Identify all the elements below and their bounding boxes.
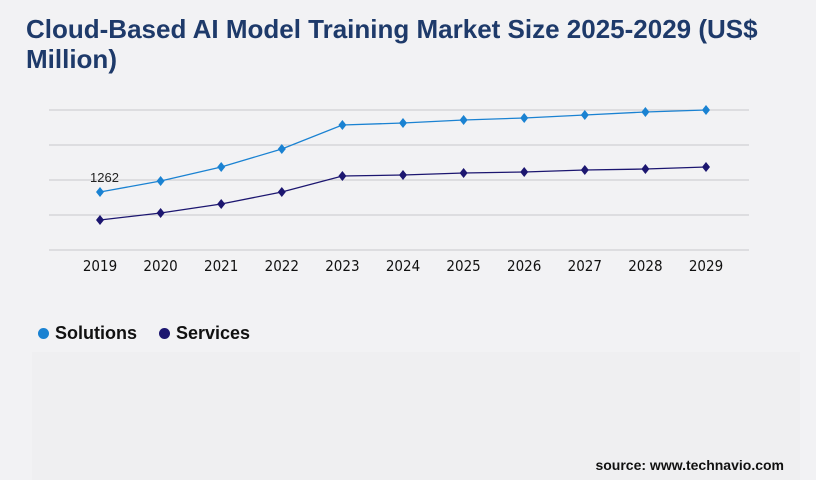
data-point-solutions — [338, 119, 347, 130]
x-tick-label: 2022 — [265, 257, 299, 275]
legend-label: Solutions — [55, 323, 137, 343]
legend-label: Services — [176, 323, 251, 343]
legend-marker-services — [159, 328, 170, 339]
legend-item-services: Services — [159, 323, 250, 344]
data-point-services — [217, 198, 226, 209]
x-tick-label: 2023 — [325, 257, 359, 275]
data-point-services — [702, 161, 710, 172]
x-tick-label: 2020 — [143, 257, 177, 275]
data-point-services — [156, 208, 165, 219]
data-point-solutions — [217, 161, 226, 172]
x-tick-label: 2029 — [689, 257, 723, 275]
data-point-solutions — [399, 118, 407, 129]
chart-title: Cloud-Based AI Model Training Market Siz… — [26, 14, 758, 74]
data-point-services — [399, 169, 407, 180]
data-point-services — [641, 164, 650, 175]
data-point-services — [338, 171, 347, 182]
legend-item-solutions: Solutions — [38, 323, 137, 344]
data-point-solutions — [641, 106, 650, 117]
legend-marker-solutions — [38, 328, 49, 339]
data-point-solutions — [580, 109, 589, 120]
line-chart: 2019 2020 2021 2022 2023 2024 2025 2026 2027 2028… — [49, 105, 749, 275]
data-point-services — [520, 167, 529, 178]
data-point-solutions — [702, 105, 710, 115]
data-point-solutions — [520, 112, 529, 123]
x-tick-label: 2021 — [204, 257, 238, 275]
data-point-services — [277, 186, 286, 197]
data-point-services — [580, 164, 589, 175]
data-point-solutions — [156, 176, 165, 187]
data-point-services — [96, 214, 104, 225]
data-point-services — [459, 167, 468, 178]
data-point-solutions — [96, 186, 104, 197]
source-text: source: www.technavio.com — [595, 457, 784, 473]
x-tick-label: 2025 — [446, 257, 480, 275]
x-tick-label: 2028 — [628, 257, 662, 275]
data-point-solutions — [277, 143, 286, 154]
x-tick-label: 2019 — [83, 257, 117, 275]
background-panel — [32, 352, 800, 480]
data-label: 1262 — [90, 170, 119, 185]
x-tick-label: 2026 — [507, 257, 541, 275]
legend: Solutions Services — [38, 323, 250, 344]
x-tick-label: 2024 — [386, 257, 420, 275]
x-tick-label: 2027 — [568, 257, 602, 275]
data-point-solutions — [459, 114, 468, 125]
